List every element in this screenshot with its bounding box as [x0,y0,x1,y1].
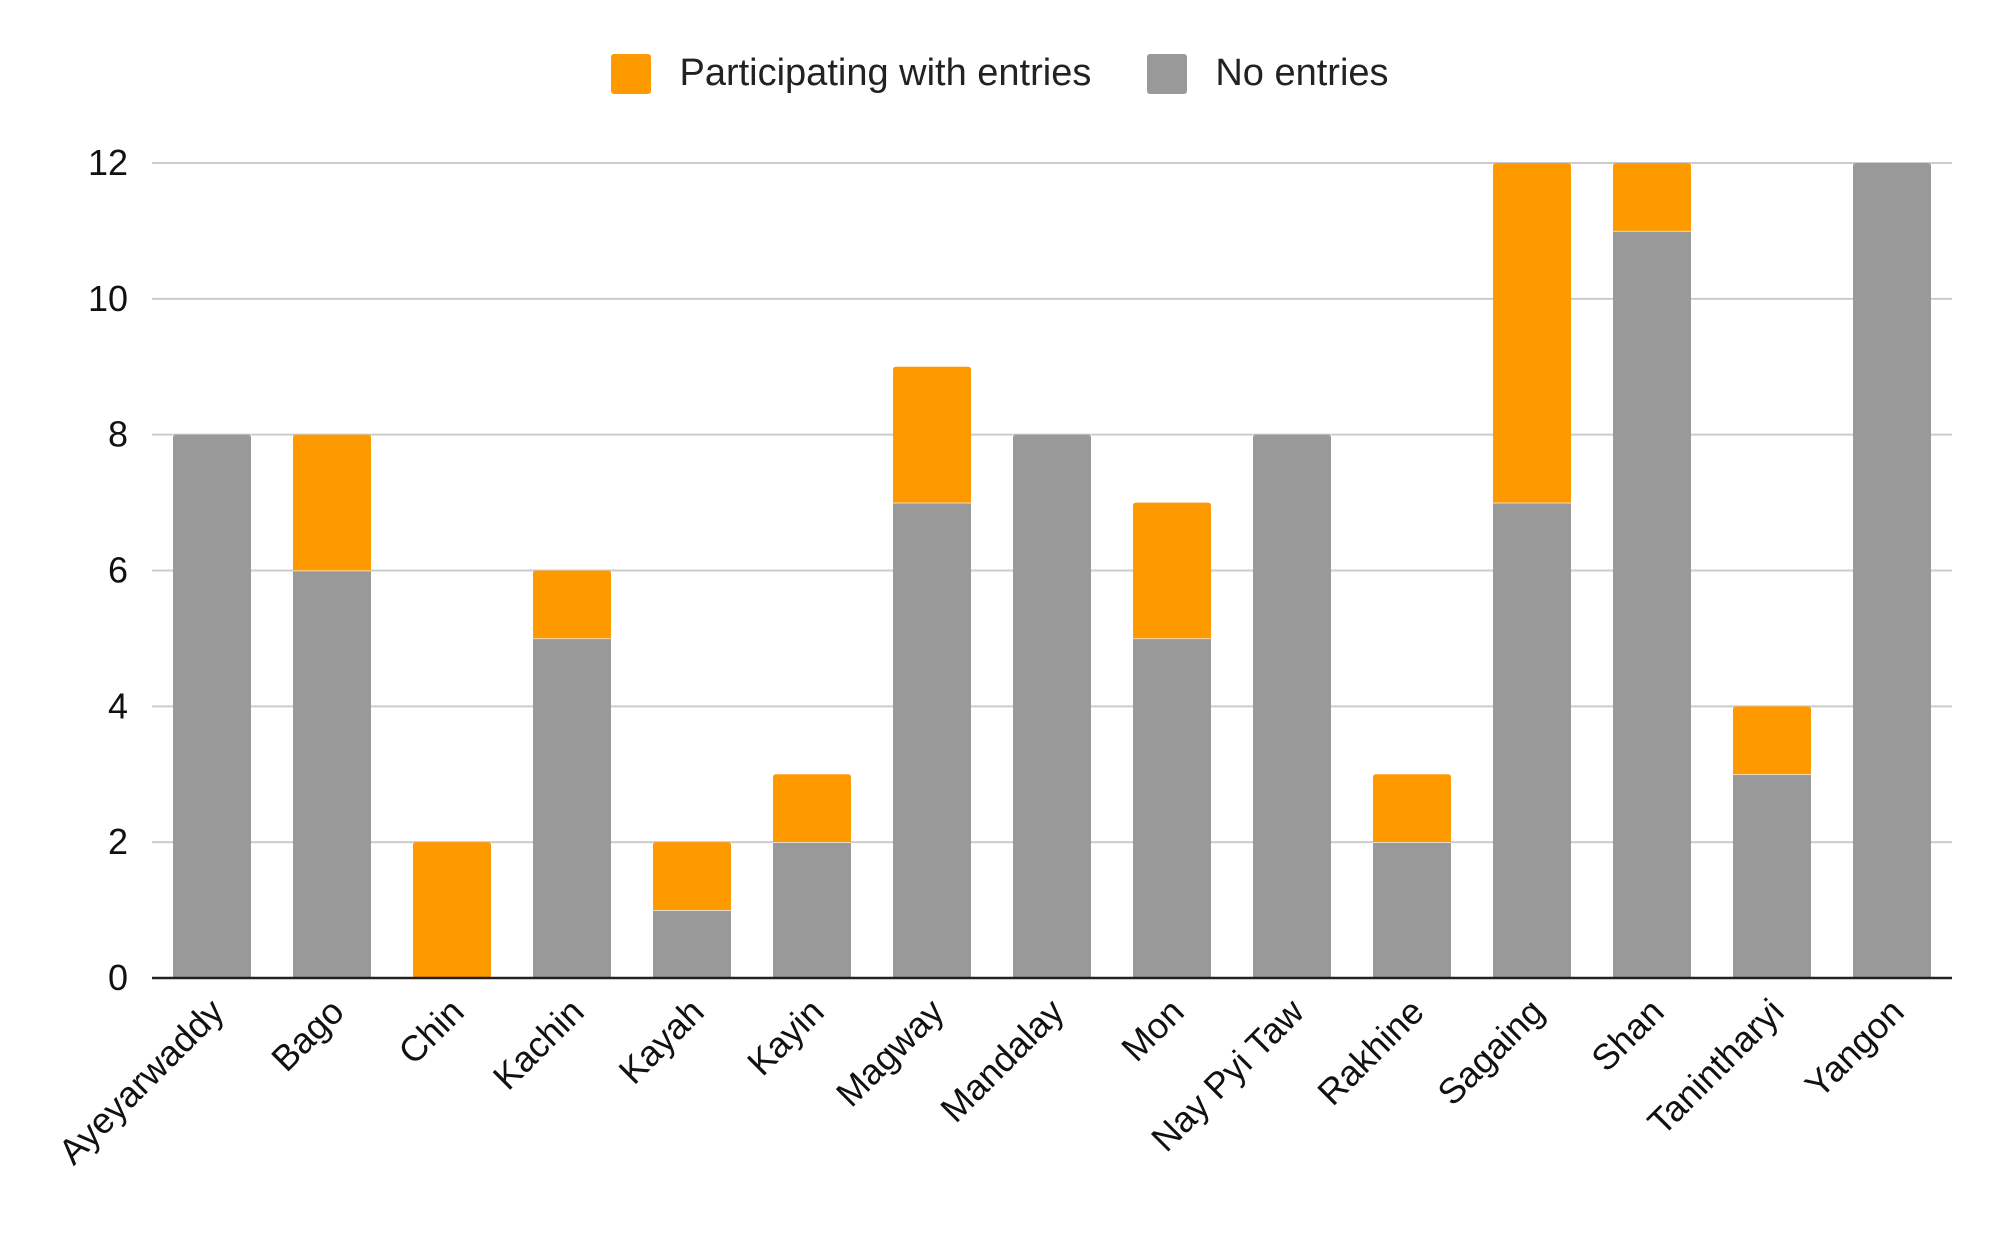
x-tick-label: Magway [828,991,952,1115]
y-tick-label: 2 [108,821,128,862]
y-tick-label: 4 [108,685,128,726]
bar-tanintharyi-participating-with-entries [1733,706,1811,775]
y-tick-label: 10 [88,278,128,319]
bar-mon-no-entries [1133,638,1211,978]
bar-mon-participating-with-entries [1133,502,1211,639]
bar-ayeyarwaddy-no-entries [173,434,251,979]
y-axis-ticks: 0 2 4 6 8 10 12 [88,142,128,998]
bar-yangon-no-entries [1853,163,1931,978]
bar-kayah-no-entries [653,910,731,978]
x-tick-label: Chin [390,991,471,1072]
bar-kayah-participating-with-entries [653,842,731,911]
x-tick-label: Kayah [610,991,711,1092]
x-tick-label: Mon [1113,991,1192,1070]
bar-sagaing-no-entries [1493,502,1571,978]
legend-swatch-participating [611,53,652,94]
legend-item-no-entries: No entries [1147,52,1389,95]
x-tick-label: Sagaing [1429,991,1551,1113]
y-tick-label: 6 [108,550,128,591]
x-tick-label: Ayeyarwaddy [50,991,231,1172]
bar-mandalay-no-entries [1013,434,1091,979]
bar-rakhine-participating-with-entries [1373,774,1451,843]
x-tick-label: Bago [263,991,351,1079]
bar-kachin-no-entries [533,638,611,978]
bar-bago-participating-with-entries [293,434,371,571]
x-tick-label: Yangon [1797,991,1912,1106]
bar-kayin-participating-with-entries [773,774,851,843]
x-axis-labels: Ayeyarwaddy Bago Chin Kachin Kayah KayinMagwa… [50,990,1911,1172]
x-tick-label: Rakhine [1309,991,1431,1113]
bar-shan-participating-with-entries [1613,163,1691,231]
bar-nay-pyi-taw-no-entries [1253,434,1331,979]
y-tick-label: 12 [88,142,128,183]
chart-legend: Participating with entries No entries [0,52,2000,95]
legend-label-participating: Participating with entries [679,52,1092,94]
y-tick-label: 0 [108,957,128,998]
bar-chin-participating-with-entries [413,842,491,978]
legend-swatch-no-entries [1147,53,1188,94]
bar-kayin-no-entries [773,842,851,978]
bar-kachin-participating-with-entries [533,570,611,639]
bars [173,163,1931,979]
x-tick-label: Shan [1583,991,1671,1079]
bar-tanintharyi-no-entries [1733,774,1811,978]
bar-shan-no-entries [1613,230,1691,978]
bar-bago-no-entries [293,570,371,978]
bar-rakhine-no-entries [1373,842,1451,978]
bar-sagaing-participating-with-entries [1493,163,1571,503]
x-tick-label: Kachin [485,991,592,1098]
legend-item-participating: Participating with entries [611,52,1091,95]
y-tick-label: 8 [108,414,128,455]
bar-magway-no-entries [893,502,971,978]
x-tick-label: Kayin [739,991,832,1084]
x-tick-label: Mandalay [932,991,1071,1130]
legend-label-no-entries: No entries [1215,52,1389,94]
bar-magway-participating-with-entries [893,366,971,503]
